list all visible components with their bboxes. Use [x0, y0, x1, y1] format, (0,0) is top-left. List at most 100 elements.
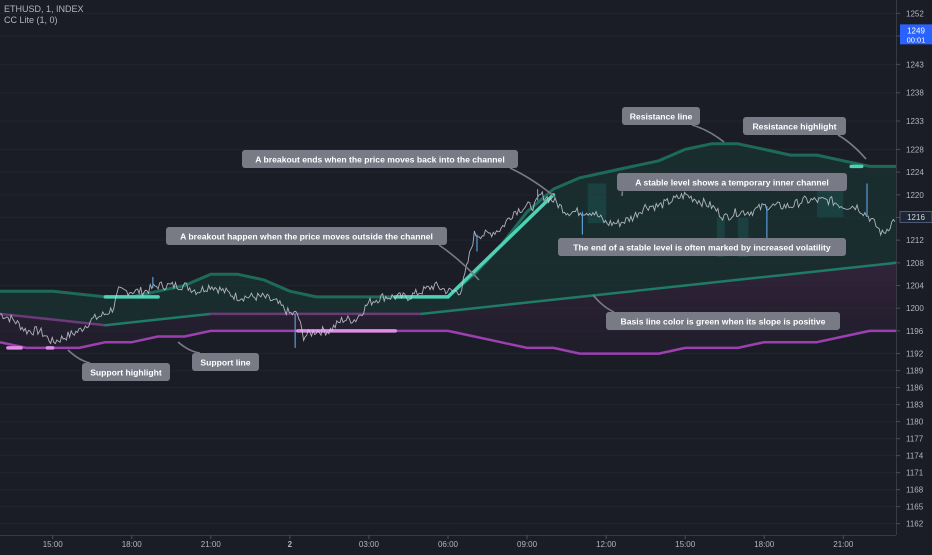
time-tick-label: 15:00	[675, 540, 696, 549]
callout-leader	[177, 341, 201, 354]
basis-line-segment	[51, 318, 107, 327]
callout-box	[166, 227, 447, 245]
price-tick-label: 1171	[906, 469, 924, 478]
callouts: A breakout ends when the price moves bac…	[82, 107, 847, 381]
price-tick-label: 1200	[906, 304, 924, 313]
price-tick-label: 1174	[906, 452, 924, 461]
basis-line-segment	[578, 289, 634, 299]
price-tick-label: 1243	[906, 60, 924, 69]
callout: A breakout happen when the price moves o…	[166, 227, 447, 245]
basis-line-segment	[104, 318, 160, 327]
callout-box	[606, 312, 840, 330]
basis-line-segment	[473, 301, 529, 310]
callout-leader	[691, 124, 725, 143]
price-tick-label: 1238	[906, 89, 924, 98]
price-tick-label: 1180	[906, 418, 924, 427]
time-axis-bg	[0, 535, 932, 550]
stable-level-patch	[737, 217, 749, 258]
callout-box	[743, 117, 846, 135]
price-tick-label: 1228	[906, 145, 924, 154]
callout-leader	[837, 134, 867, 160]
price-tick-label: 1186	[906, 384, 924, 393]
callout: Support line	[192, 353, 259, 371]
basis-line-segment	[736, 272, 792, 282]
callout-text: A breakout happen when the price moves o…	[180, 232, 433, 242]
callout-text: Support highlight	[90, 368, 162, 378]
callout-leader	[67, 349, 91, 364]
price-line	[0, 190, 896, 345]
callout: Basis line color is green when its slope…	[606, 312, 840, 330]
time-tick-label: 21:00	[833, 540, 854, 549]
callout-box	[242, 150, 518, 168]
callout-leader	[438, 244, 480, 281]
callout-box	[192, 353, 259, 371]
callout: A breakout ends when the price moves bac…	[242, 150, 518, 168]
price-axis[interactable]: 1252124812431238123312281224122012161212…	[896, 0, 932, 550]
price-tick-label: 1252	[906, 9, 924, 18]
price-tick-label: 1212	[906, 236, 924, 245]
basis-line-segment	[683, 278, 740, 287]
basis-line-segment	[631, 284, 687, 293]
basis-line-segment	[156, 312, 213, 321]
symbol-title: ETHUSD, 1, INDEX	[4, 4, 84, 14]
grid	[0, 12, 896, 525]
callout-box	[617, 173, 847, 191]
price-series	[0, 183, 896, 348]
time-tick-label: 09:00	[517, 540, 538, 549]
time-tick-label: 03:00	[359, 540, 380, 549]
basis-line-segment	[0, 312, 54, 321]
resistance-highlight	[446, 193, 556, 299]
price-tick-label: 1204	[906, 282, 924, 291]
callout-text: Resistance line	[630, 112, 693, 122]
callout-box	[558, 238, 846, 256]
callout-leader	[592, 294, 615, 313]
price-tick-label: 1196	[906, 327, 924, 336]
current-price-badge	[900, 24, 932, 45]
stable-level-patch	[716, 217, 725, 258]
callout-text: A breakout ends when the price moves bac…	[255, 155, 504, 165]
price-tick-label: 1220	[906, 191, 924, 200]
time-tick-label: 2	[288, 540, 293, 549]
stable-level-patch	[816, 189, 844, 218]
callout-box	[622, 107, 700, 125]
basis-line-segment	[842, 261, 898, 270]
price-tick-label: 1189	[906, 367, 924, 376]
time-axis[interactable]: 15:00 18:00 21:00 2 03:00 06:00 09:00 12:00 15:0…	[0, 535, 932, 550]
basis-line-segment	[789, 267, 845, 276]
callout-text: Resistance highlight	[752, 122, 836, 132]
basis-line-segment	[420, 306, 476, 316]
callout-leader	[509, 167, 556, 198]
callout-text: The end of a stable level is often marke…	[573, 243, 831, 253]
current-price-label: 1249	[907, 26, 925, 35]
level-highlights	[6, 164, 864, 350]
price-tick-label: 1168	[906, 486, 924, 495]
price-tick-label: 1165	[906, 503, 924, 512]
time-tick-label: 18:00	[122, 540, 143, 549]
callout-text: A stable level shows a temporary inner c…	[635, 178, 829, 188]
support-line	[0, 329, 896, 355]
basis-line-segment	[525, 295, 582, 304]
callout: A stable level shows a temporary inner c…	[617, 173, 847, 191]
bar-countdown: 00:01	[907, 35, 926, 44]
callout: Support highlight	[82, 363, 170, 381]
time-tick-label: 06:00	[438, 540, 459, 549]
price-tick-label: 1192	[906, 350, 924, 359]
price-tick-label: 1208	[906, 259, 924, 268]
callout-text: Basis line color is green when its slope…	[621, 317, 826, 327]
time-tick-label: 18:00	[754, 540, 775, 549]
callout: The end of a stable level is often marke…	[558, 238, 846, 256]
price-axis-bg	[896, 0, 932, 550]
callout-text: Support line	[200, 358, 250, 368]
indicator-title: CC Lite (1, 0)	[4, 15, 58, 25]
time-tick-label: 12:00	[596, 540, 617, 549]
time-tick-label: 15:00	[43, 540, 64, 549]
last-value-label: 1216	[907, 213, 925, 222]
callout: Resistance highlight	[743, 117, 846, 135]
last-value-badge	[899, 211, 932, 223]
time-tick-label: 21:00	[201, 540, 222, 549]
price-tick-label: 1177	[906, 435, 924, 444]
callout-box	[82, 363, 170, 381]
price-tick-label: 1162	[906, 520, 924, 529]
